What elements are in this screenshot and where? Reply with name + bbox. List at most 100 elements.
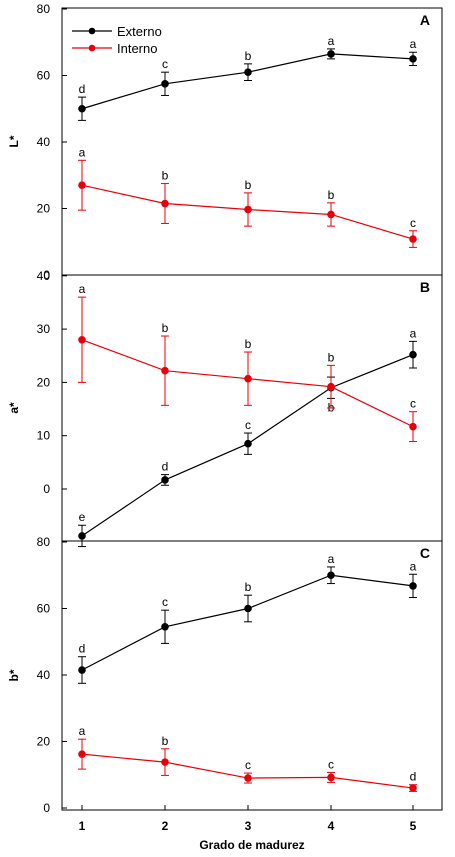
y-tick-label: 0	[43, 801, 50, 815]
data-point	[244, 205, 252, 214]
data-point	[327, 773, 335, 782]
data-point	[78, 666, 86, 674]
panel-letter: C	[420, 545, 430, 561]
x-tick-label: 5	[410, 819, 417, 833]
panel-b: 0 10 20 30 40 a* Be d c b aa b b b c	[7, 269, 443, 548]
panel-letter: B	[420, 279, 430, 295]
series-interno: a b c c d	[78, 724, 417, 792]
data-point	[244, 374, 252, 383]
significance-letter: a	[328, 34, 335, 48]
panel-c: 0 20 40 60 80 b* Cd c b a a a b c c d	[7, 535, 443, 815]
significance-letter: a	[328, 552, 335, 566]
data-point	[244, 604, 252, 613]
significance-letter: d	[79, 642, 86, 656]
legend: Externo Interno	[72, 24, 162, 56]
data-point	[78, 181, 86, 190]
data-point	[409, 235, 417, 243]
y-tick-label: 30	[37, 322, 51, 336]
significance-letter: a	[410, 37, 417, 51]
y-tick-label: 20	[37, 735, 51, 749]
series-externo: d c b a a	[78, 552, 417, 684]
data-point	[161, 622, 169, 631]
legend-swatch-marker	[88, 27, 96, 35]
significance-letter: a	[79, 145, 86, 159]
series-externo: d c b a a	[78, 34, 417, 121]
significance-letter: c	[162, 595, 168, 609]
data-point	[327, 571, 335, 580]
data-point	[161, 476, 169, 484]
series-interno: a b b b c	[78, 282, 417, 443]
y-tick-label: 80	[37, 535, 51, 549]
panel-frame	[61, 274, 443, 542]
significance-letter: c	[410, 397, 416, 411]
data-point	[161, 366, 169, 375]
y-tick-label: 20	[37, 202, 51, 216]
x-tick-label: 1	[79, 819, 86, 833]
data-point	[327, 210, 335, 219]
y-tick-label: 40	[37, 135, 51, 149]
significance-letter: d	[162, 460, 169, 474]
data-point	[409, 350, 417, 359]
significance-letter: a	[410, 326, 417, 340]
data-point	[78, 532, 86, 540]
significance-letter: e	[79, 510, 86, 524]
legend-label: Externo	[117, 24, 162, 39]
significance-letter: c	[245, 758, 251, 772]
panel-frame	[61, 540, 443, 811]
y-tick-label: 0	[43, 268, 50, 282]
panel-letter: A	[420, 12, 430, 28]
y-tick-label: 60	[37, 69, 51, 83]
y-tick-label: 60	[37, 602, 51, 616]
significance-letter: b	[245, 49, 252, 63]
series-interno: a b b b c	[78, 145, 417, 248]
y-tick-label: 40	[37, 269, 51, 283]
y-axis-label: L*	[7, 135, 21, 147]
y-tick-label: 10	[37, 429, 51, 443]
significance-letter: b	[162, 734, 169, 748]
data-point	[327, 382, 335, 391]
significance-letter: b	[245, 580, 252, 594]
data-point	[78, 335, 86, 344]
significance-letter: c	[328, 757, 334, 771]
significance-letter: c	[162, 57, 168, 71]
significance-letter: c	[410, 216, 416, 230]
significance-letter: b	[245, 337, 252, 351]
y-tick-label: 80	[37, 2, 51, 16]
data-point	[161, 758, 169, 766]
data-point	[78, 104, 86, 113]
data-point	[244, 439, 252, 448]
significance-letter: a	[410, 559, 417, 573]
x-tick-label: 3	[245, 819, 252, 833]
significance-letter: a	[79, 724, 86, 738]
x-tick-label: 4	[328, 819, 335, 833]
significance-letter: a	[79, 282, 86, 296]
significance-letter: b	[162, 169, 169, 183]
x-tick-label: 2	[162, 819, 169, 833]
data-point	[409, 55, 417, 63]
data-point	[409, 422, 417, 431]
y-tick-label: 0	[43, 482, 50, 496]
y-tick-label: 40	[37, 668, 51, 682]
data-point	[161, 80, 169, 88]
x-axis-label: Grado de madurez	[199, 838, 304, 852]
data-point	[161, 199, 169, 208]
legend-swatch-marker	[88, 44, 96, 52]
significance-letter: b	[328, 350, 335, 364]
significance-letter: c	[245, 418, 251, 432]
significance-letter: b	[162, 321, 169, 335]
significance-letter: d	[79, 82, 86, 96]
data-point	[409, 784, 417, 792]
data-point	[409, 582, 417, 590]
significance-letter: b	[328, 188, 335, 202]
data-point	[244, 68, 252, 76]
significance-letter: d	[410, 770, 417, 784]
y-axis-label: a*	[7, 402, 21, 414]
panel-a: 0 20 40 60 80 L* Ad c b a a a b b b c	[7, 2, 443, 282]
data-point	[244, 774, 252, 782]
y-axis-label: b*	[7, 669, 21, 681]
significance-letter: b	[245, 178, 252, 192]
data-point	[78, 750, 86, 758]
data-point	[327, 50, 335, 58]
y-tick-label: 20	[37, 375, 51, 389]
